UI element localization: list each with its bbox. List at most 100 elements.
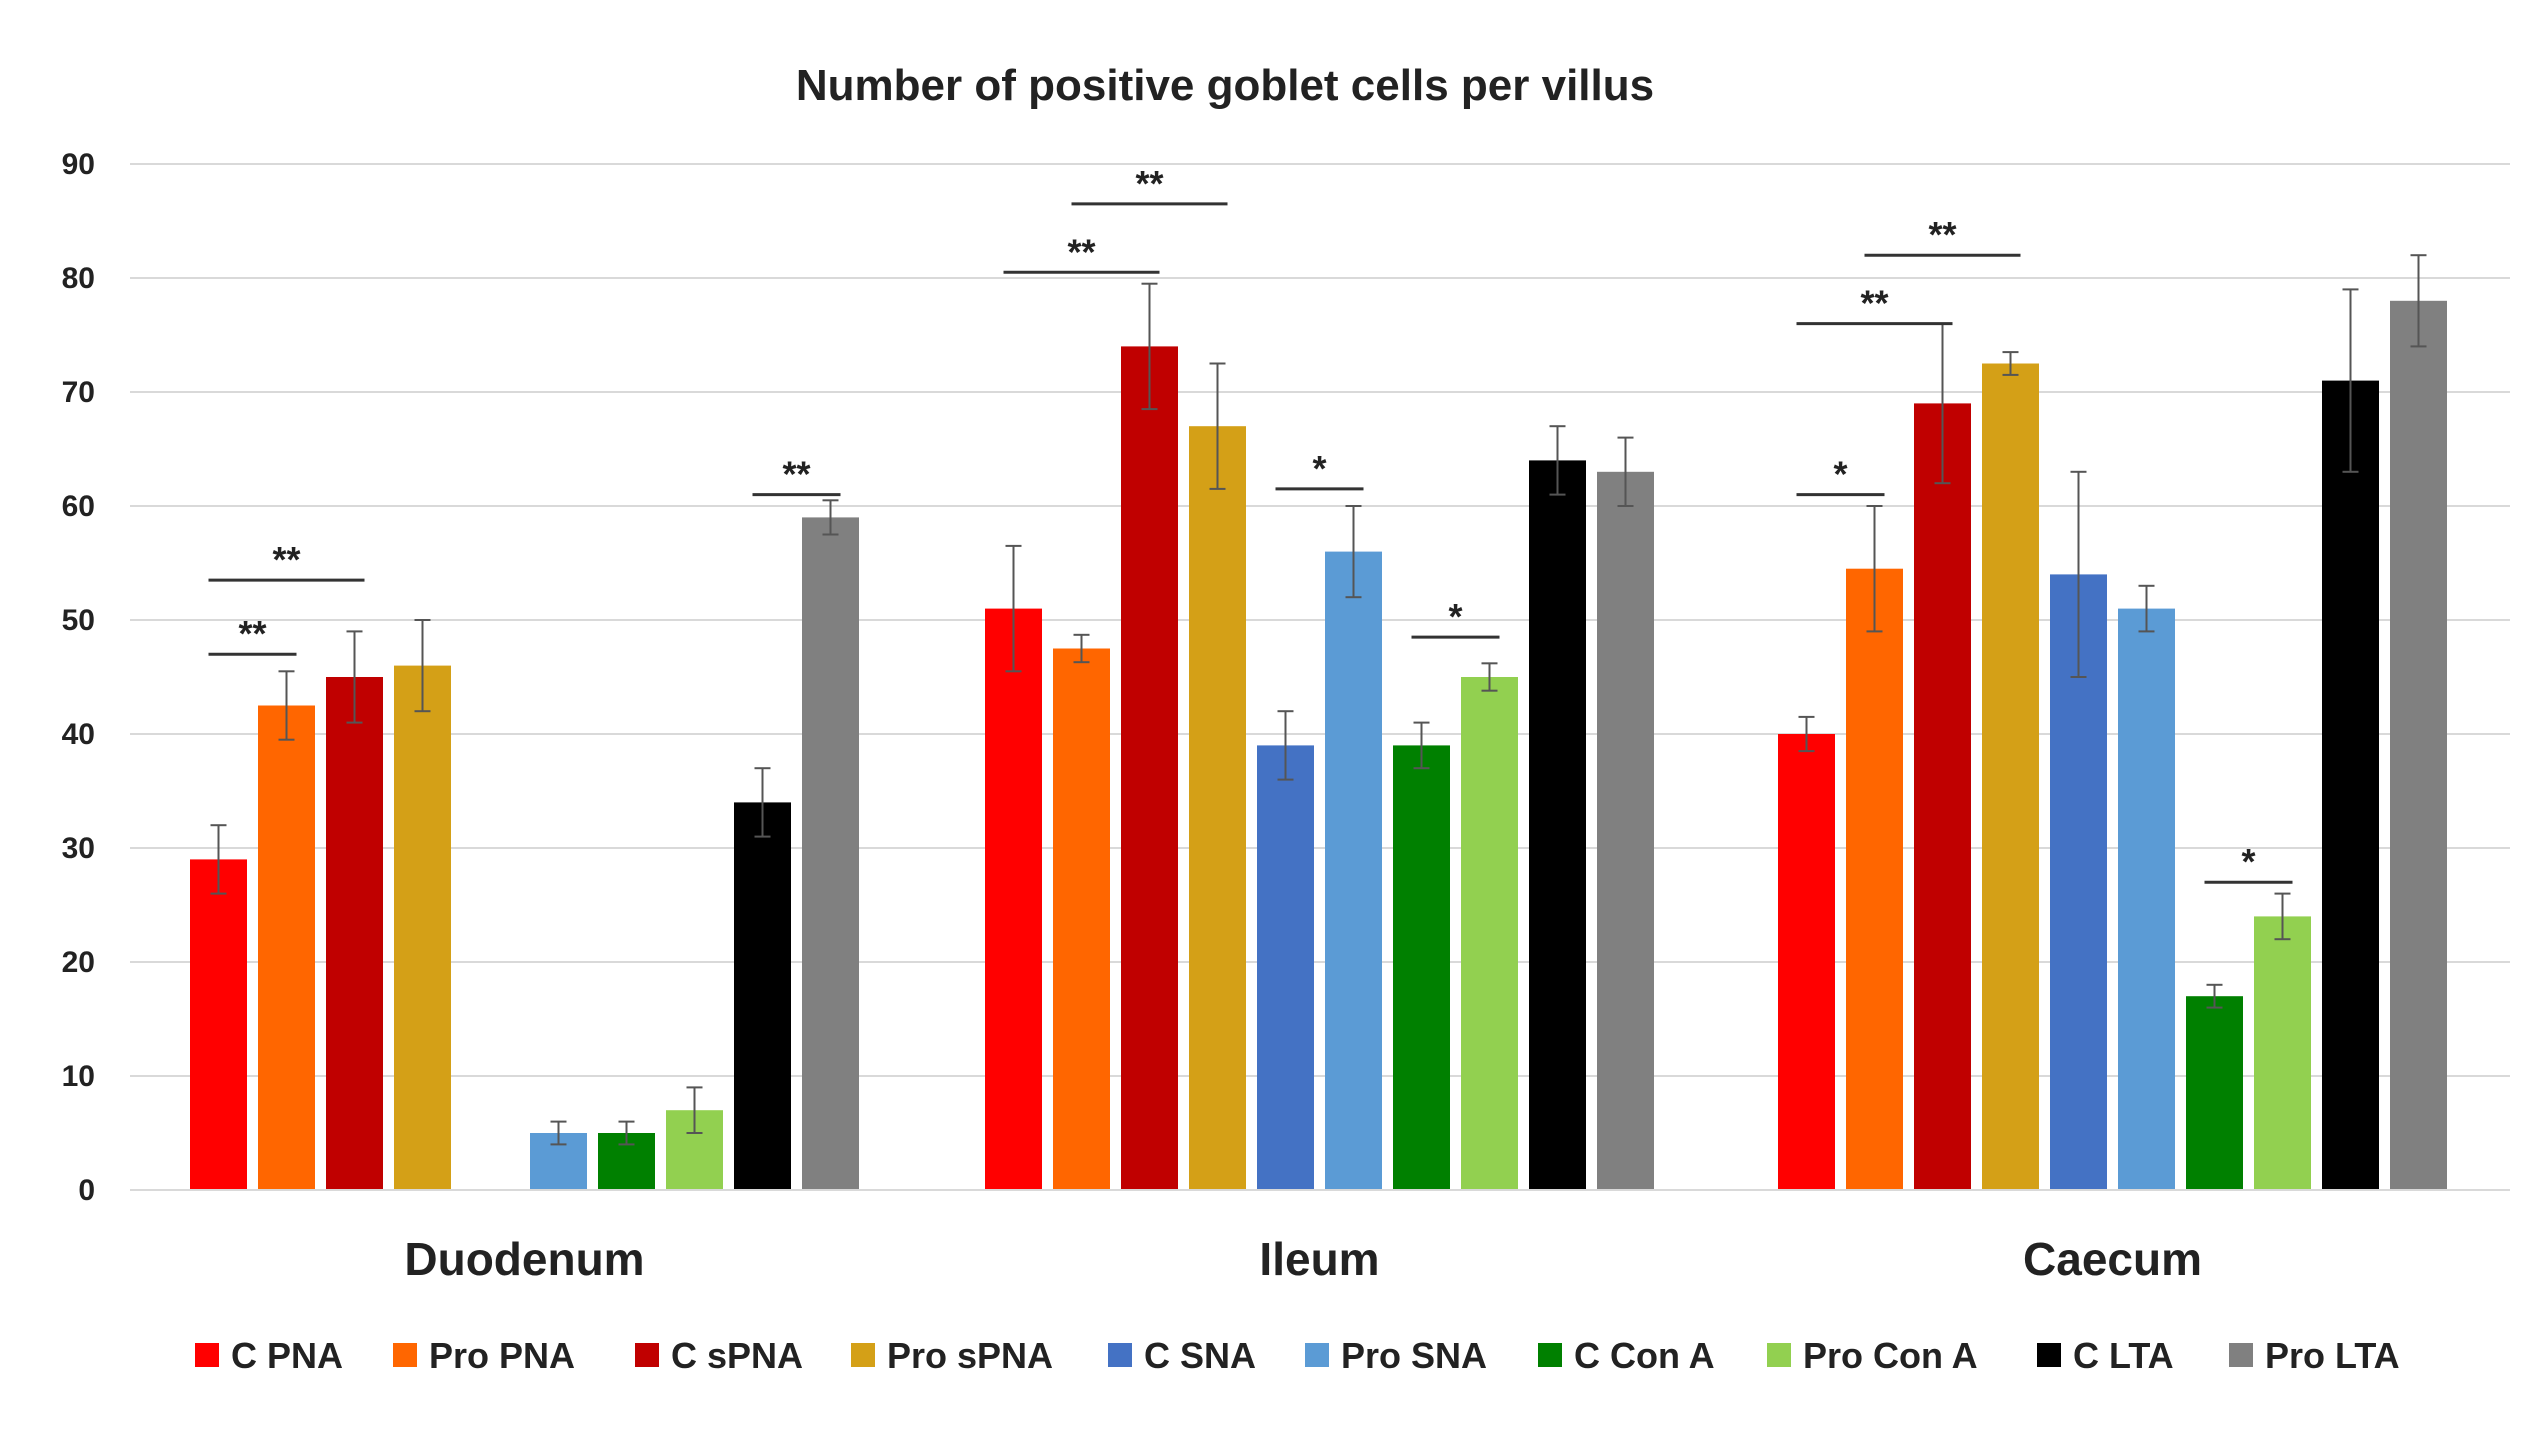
significance-label: **	[238, 613, 266, 654]
bar	[2186, 996, 2243, 1190]
significance-marker: *	[1411, 596, 1500, 639]
y-tick-label: 90	[62, 148, 95, 181]
legend-item: C PNA	[195, 1335, 343, 1376]
error-bar	[1481, 662, 1498, 692]
error-bar	[1209, 362, 1226, 490]
error-bar	[2206, 983, 2223, 1009]
y-tick-label: 40	[62, 718, 95, 751]
error-bar	[1413, 721, 1430, 770]
legend-swatch	[1538, 1343, 1562, 1367]
legend-swatch	[851, 1343, 875, 1367]
error-bar	[550, 1120, 567, 1146]
legend-item: C sPNA	[635, 1335, 803, 1376]
gridlines	[130, 163, 2510, 1191]
legend-item: Pro SNA	[1305, 1335, 1487, 1376]
y-tick-label: 70	[62, 376, 95, 409]
y-tick-label: 0	[78, 1174, 95, 1207]
legend-label: Pro sPNA	[887, 1335, 1053, 1376]
category-label: Ileum	[1259, 1233, 1379, 1285]
legend-swatch	[1767, 1343, 1791, 1367]
significance-marker: *	[1275, 448, 1364, 491]
bar	[2254, 916, 2311, 1190]
legend-swatch	[393, 1343, 417, 1367]
error-bars	[210, 254, 2427, 1146]
bar	[1914, 403, 1971, 1190]
y-tick-label: 50	[62, 604, 95, 637]
legend-item: Pro PNA	[393, 1335, 575, 1376]
bar	[985, 608, 1042, 1190]
category-label: Duodenum	[404, 1233, 644, 1285]
legend-item: Pro sPNA	[851, 1335, 1053, 1376]
error-bar	[1866, 505, 1883, 633]
significance-label: **	[1860, 283, 1888, 324]
bar	[1982, 363, 2039, 1190]
legend-swatch	[2229, 1343, 2253, 1367]
bar	[1257, 745, 1314, 1190]
significance-marker: *	[1796, 454, 1885, 497]
error-bar	[1005, 544, 1022, 673]
legend-item: Pro Con A	[1767, 1335, 1978, 1376]
legend-label: Pro PNA	[429, 1335, 575, 1376]
significance-label: *	[1312, 448, 1326, 489]
legend-label: Pro SNA	[1341, 1335, 1487, 1376]
y-tick-label: 30	[62, 832, 95, 865]
bar	[1529, 460, 1586, 1190]
bar	[1053, 648, 1110, 1190]
legend-item: C Con A	[1538, 1335, 1715, 1376]
error-bar	[414, 619, 431, 713]
error-bar	[1617, 436, 1634, 507]
error-bar	[1549, 425, 1566, 496]
error-bar	[1073, 633, 1090, 664]
legend-label: C SNA	[1144, 1335, 1256, 1376]
error-bar	[278, 670, 295, 741]
legend-label: Pro Con A	[1803, 1335, 1978, 1376]
significance-label: **	[782, 454, 810, 495]
significance-marker: **	[1864, 214, 2021, 257]
y-tick-label: 10	[62, 1060, 95, 1093]
significance-markers: ******************	[208, 163, 2293, 884]
legend-swatch	[635, 1343, 659, 1367]
significance-marker: **	[208, 539, 365, 582]
bar	[1121, 346, 1178, 1190]
legend-item: Pro LTA	[2229, 1335, 2400, 1376]
significance-marker: **	[1003, 231, 1160, 274]
significance-label: *	[1448, 596, 1462, 637]
error-bar	[2002, 351, 2019, 376]
bar	[1325, 551, 1382, 1190]
y-tick-label: 80	[62, 262, 95, 295]
legend-swatch	[195, 1343, 219, 1367]
bar	[1189, 426, 1246, 1190]
significance-marker: *	[2204, 841, 2293, 884]
error-bar	[2274, 892, 2291, 941]
significance-marker: **	[1071, 163, 1228, 206]
significance-marker: **	[752, 454, 841, 497]
bars	[190, 300, 2447, 1191]
error-bar	[346, 630, 363, 724]
legend-swatch	[1108, 1343, 1132, 1367]
error-bar	[2138, 584, 2155, 633]
error-bar	[618, 1120, 635, 1146]
legend-item: C SNA	[1108, 1335, 1256, 1376]
bar	[1778, 734, 1835, 1190]
bar	[190, 859, 247, 1190]
chart-title: Number of positive goblet cells per vill…	[796, 61, 1654, 110]
significance-marker: **	[1796, 283, 1953, 326]
error-bar	[2342, 288, 2359, 473]
error-bar	[1141, 282, 1158, 411]
bar	[258, 705, 315, 1190]
error-bar	[754, 767, 771, 838]
legend-label: C LTA	[2073, 1335, 2174, 1376]
bar	[2118, 608, 2175, 1190]
bar	[802, 517, 859, 1190]
significance-label: **	[272, 539, 300, 580]
y-axis: 0 10 20 30 40 50 60 70 80 90	[62, 148, 95, 1207]
significance-label: *	[2241, 841, 2255, 882]
bar	[1393, 745, 1450, 1190]
bar	[2322, 380, 2379, 1191]
error-bar	[1277, 710, 1294, 781]
error-bar	[1345, 505, 1362, 599]
y-tick-label: 60	[62, 490, 95, 523]
bar	[326, 677, 383, 1190]
error-bar	[686, 1086, 703, 1134]
